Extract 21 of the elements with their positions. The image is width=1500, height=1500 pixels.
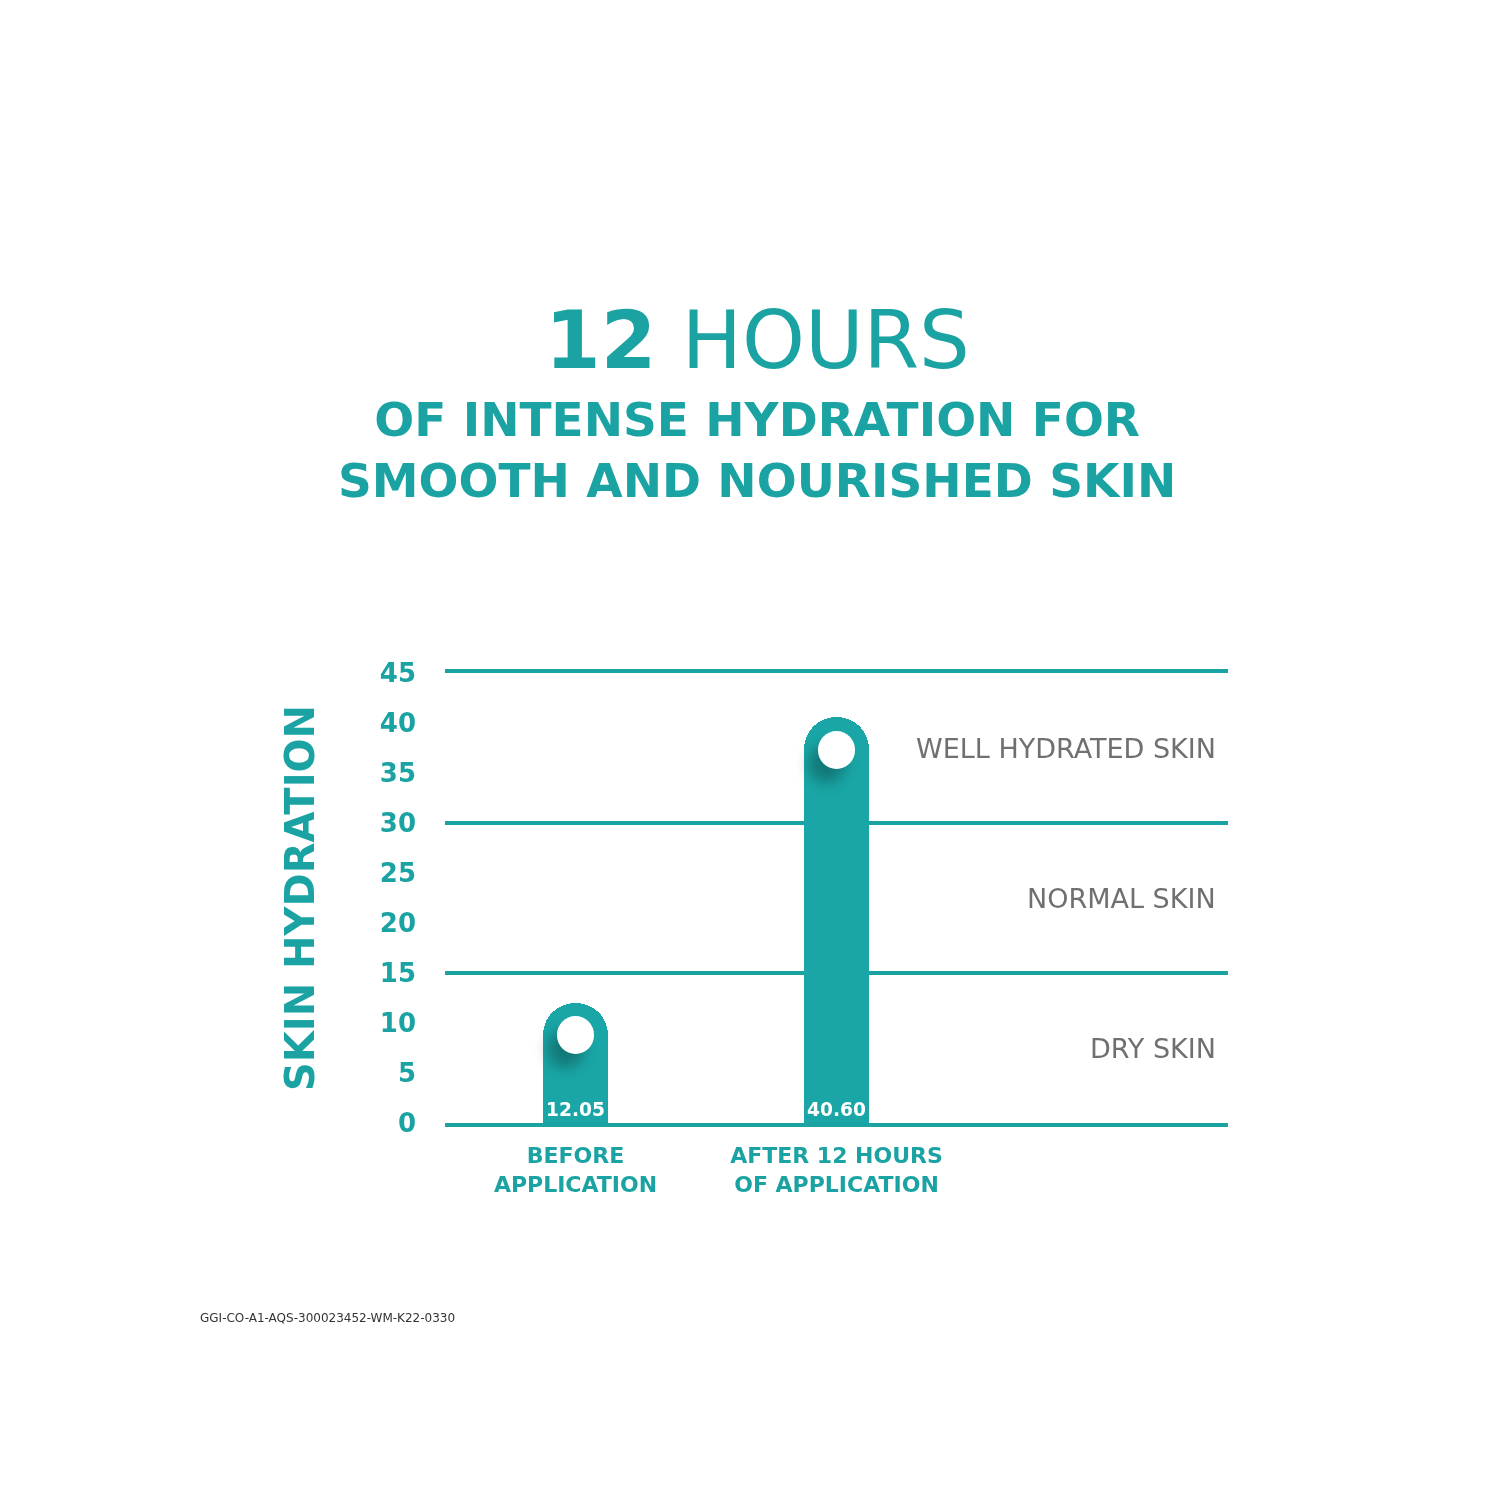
y-tick-label: 35 bbox=[379, 758, 416, 789]
y-tick-label: 25 bbox=[379, 858, 416, 889]
y-tick-label: 40 bbox=[379, 708, 416, 739]
text: NORMAL SKIN bbox=[1027, 883, 1216, 914]
y-tick-label: 15 bbox=[379, 958, 416, 989]
y-tick-label: 5 bbox=[397, 1058, 416, 1089]
y-tick-label: 10 bbox=[379, 1008, 416, 1039]
annotation: WELL HYDRATED SKIN bbox=[916, 733, 1216, 764]
chart-subtitle: OF INTENSE HYDRATION FOR SMOOTH AND NOURISHED SKIN bbox=[338, 392, 1177, 509]
data-label: 40.60 bbox=[807, 1098, 866, 1120]
y-tick-label: 45 bbox=[379, 658, 416, 689]
text: DRY SKIN bbox=[1090, 1033, 1216, 1064]
text: GGI-CO-A1-AQS-300023452-WM-K22-0330 bbox=[200, 1311, 456, 1325]
y-tick-label: 20 bbox=[379, 908, 416, 939]
chart-title: 12 HOURS bbox=[545, 294, 970, 387]
y-axis-title: SKIN HYDRATION bbox=[277, 704, 324, 1092]
x-tick-label: BEFORE APPLICATION bbox=[493, 1143, 658, 1197]
y-tick-label: 30 bbox=[379, 808, 416, 839]
data-label: 12.05 bbox=[546, 1098, 605, 1120]
y-tick-label: 0 bbox=[397, 1108, 416, 1139]
x-tick-label: AFTER 12 HOURS OF APPLICATION bbox=[730, 1143, 943, 1197]
